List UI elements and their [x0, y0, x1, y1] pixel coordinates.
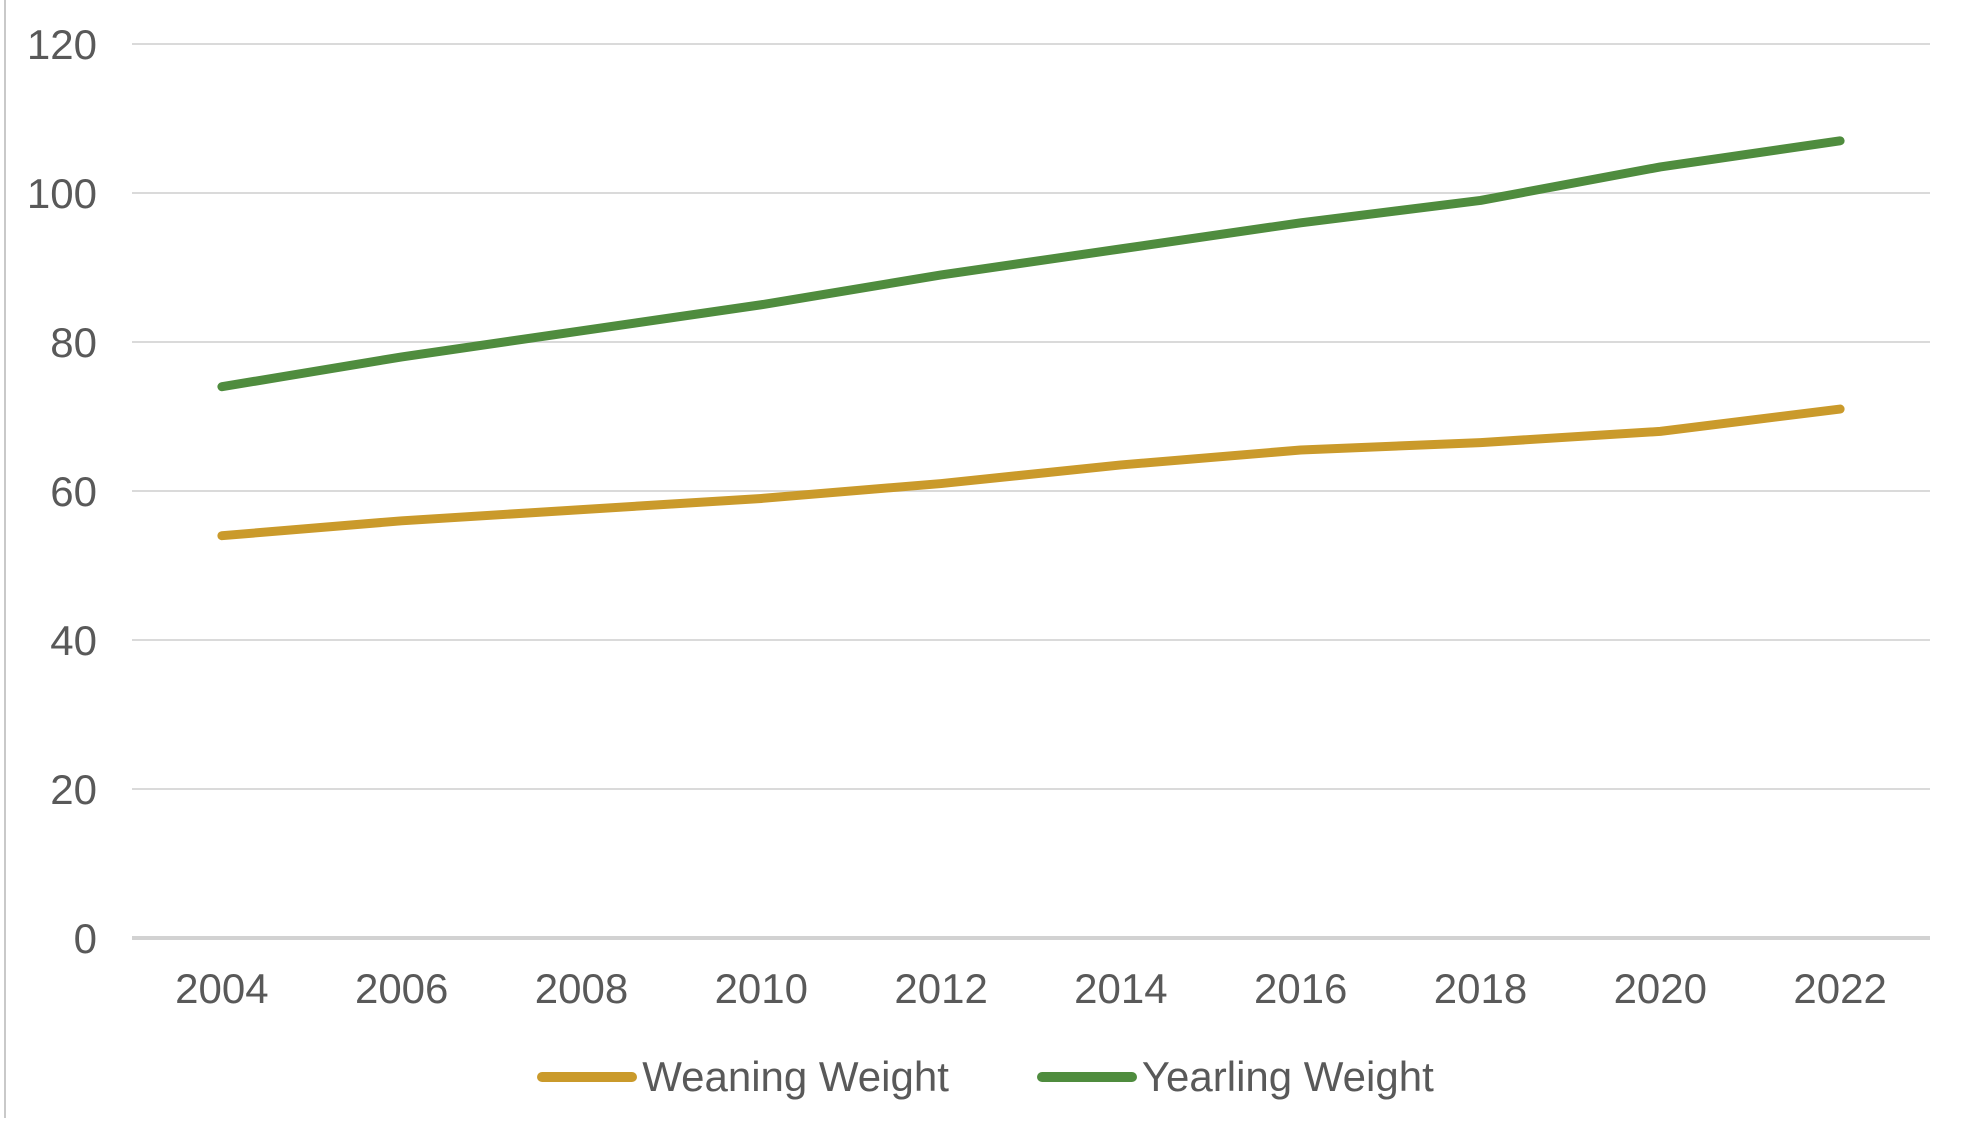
- x-tick-label-2008: 2008: [535, 965, 628, 1012]
- x-tick-label-2016: 2016: [1254, 965, 1347, 1012]
- x-tick-label-2010: 2010: [715, 965, 808, 1012]
- y-tick-label-40: 40: [50, 617, 97, 664]
- y-tick-label-80: 80: [50, 319, 97, 366]
- x-tick-label-2014: 2014: [1074, 965, 1167, 1012]
- x-tick-label-2006: 2006: [355, 965, 448, 1012]
- x-tick-label-2020: 2020: [1614, 965, 1707, 1012]
- x-tick-label-2018: 2018: [1434, 965, 1527, 1012]
- x-tick-label-2012: 2012: [894, 965, 987, 1012]
- x-tick-label-2022: 2022: [1793, 965, 1886, 1012]
- yearling-weight-swatch-icon: [1036, 1072, 1137, 1082]
- legend-item-yearling-weight: Yearling Weight: [1036, 1053, 1434, 1101]
- y-tick-label-120: 120: [27, 21, 97, 68]
- x-tick-label-2004: 2004: [175, 965, 268, 1012]
- weaning-weight-swatch-icon: [537, 1072, 638, 1082]
- y-tick-label-0: 0: [74, 915, 97, 962]
- weaning-weight-line: [217, 404, 1845, 541]
- page-left-border: [4, 0, 6, 1118]
- legend-label-weaning-weight: Weaning Weight: [642, 1053, 949, 1100]
- y-tick-label-20: 20: [50, 766, 97, 813]
- legend-label-yearling-weight: Yearling Weight: [1141, 1053, 1434, 1100]
- legend-item-weaning-weight: Weaning Weight: [537, 1053, 949, 1101]
- y-tick-label-60: 60: [50, 468, 97, 515]
- y-tick-label-100: 100: [27, 170, 97, 217]
- chart-legend: Weaning Weight Yearling Weight: [0, 1053, 1971, 1101]
- yearling-weight-line: [217, 136, 1845, 392]
